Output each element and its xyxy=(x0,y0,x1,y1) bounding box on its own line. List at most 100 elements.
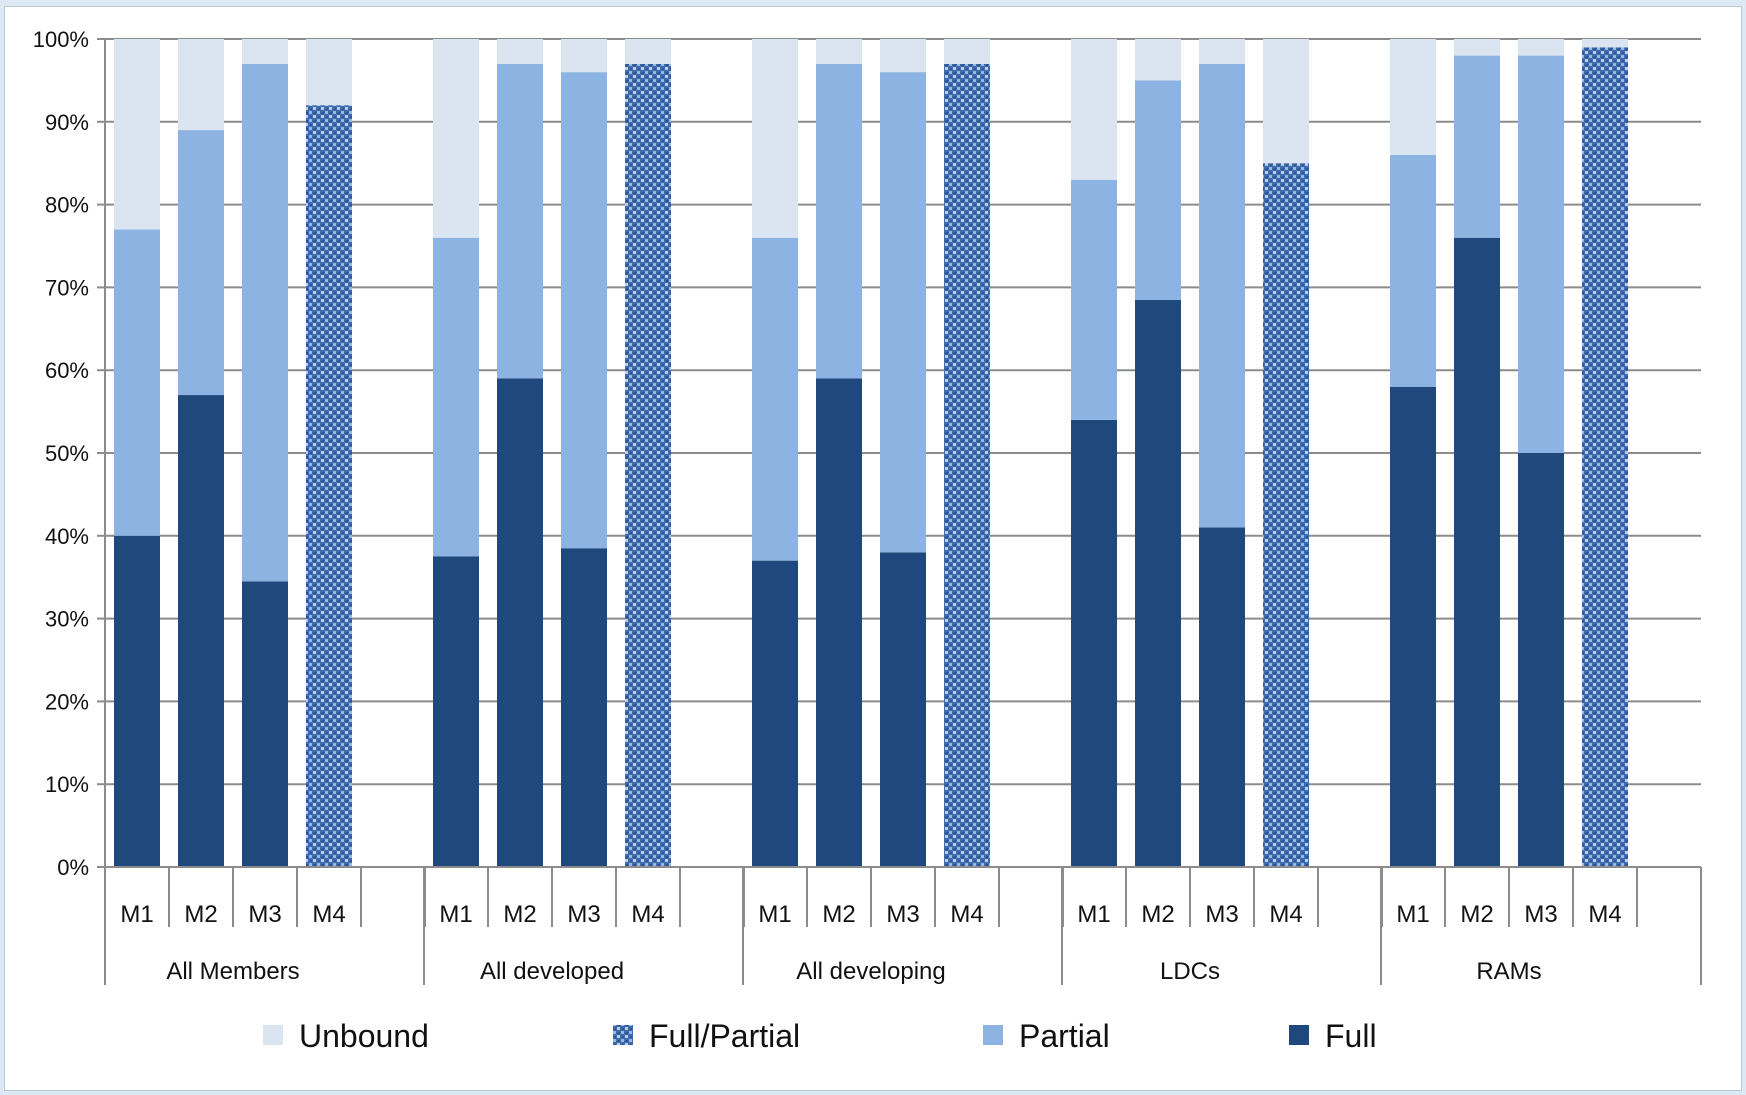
bar-segment-full xyxy=(1071,419,1117,867)
bar-segment-unbound xyxy=(1199,39,1245,64)
category-label: M2 xyxy=(822,901,855,928)
bar-segment-full xyxy=(1518,453,1564,867)
bar-segment-full xyxy=(561,548,607,867)
bar-segment-partial xyxy=(880,72,926,553)
category-label: M4 xyxy=(631,901,664,928)
bar-segment-partial xyxy=(1454,55,1500,238)
category-label: M1 xyxy=(758,901,791,928)
bar-segment-full xyxy=(1135,299,1181,867)
bar-segment-unbound xyxy=(1582,39,1628,48)
legend-swatch-partial xyxy=(983,1025,1003,1045)
bar-segment-unbound xyxy=(561,39,607,73)
category-label: M4 xyxy=(312,901,345,928)
legend-swatch-full xyxy=(1289,1025,1309,1045)
bar-segment-full-partial xyxy=(1263,163,1309,867)
category-label: M2 xyxy=(1141,901,1174,928)
category-label: M2 xyxy=(184,901,217,928)
bar-segment-partial xyxy=(816,63,862,379)
y-tick-label: 30% xyxy=(45,607,89,632)
bar-segment-partial xyxy=(114,229,160,536)
y-tick-label: 40% xyxy=(45,524,89,549)
y-tick-label: 10% xyxy=(45,772,89,797)
category-label: M3 xyxy=(886,901,919,928)
legend-swatch-full-partial xyxy=(613,1025,633,1045)
y-tick-label: 100% xyxy=(33,27,89,52)
category-label: M2 xyxy=(1460,901,1493,928)
bar-segment-partial xyxy=(1518,55,1564,454)
bar-segment-full xyxy=(1454,237,1500,868)
bar-segment-unbound xyxy=(1071,39,1117,180)
bar-segment-unbound xyxy=(1135,39,1181,81)
bar-segment-unbound xyxy=(306,39,352,106)
bar-segment-partial xyxy=(561,72,607,549)
y-tick-label: 90% xyxy=(45,110,89,135)
bar-segment-full xyxy=(1199,527,1245,867)
bar-segment-full-partial xyxy=(306,105,352,868)
category-label: M1 xyxy=(1077,901,1110,928)
bar-segment-full xyxy=(178,395,224,867)
legend-label: Unbound xyxy=(299,1018,429,1054)
bar-segment-partial xyxy=(178,130,224,396)
group-label: LDCs xyxy=(1160,958,1220,985)
chart-frame: 0% 10% 20% 30% 40% 50% 60% 70% 80% 90% 100% M1 M2 M3 M… xyxy=(4,6,1742,1091)
bar-segment-unbound xyxy=(944,39,990,64)
bar-segment-unbound xyxy=(242,39,288,64)
group-label: RAMs xyxy=(1476,958,1541,985)
bar-segment-unbound xyxy=(497,39,543,64)
category-label: M4 xyxy=(950,901,983,928)
bar-segment-unbound xyxy=(433,39,479,238)
bar-segment-partial xyxy=(1071,179,1117,420)
bar-segment-unbound xyxy=(1454,39,1500,56)
y-tick-label: 70% xyxy=(45,275,89,300)
bar-segment-full-partial xyxy=(625,63,671,867)
category-label: M1 xyxy=(439,901,472,928)
category-label: M4 xyxy=(1269,901,1302,928)
bar-segment-full xyxy=(816,378,862,867)
bar-segment-full xyxy=(880,552,926,867)
y-tick-label: 20% xyxy=(45,689,89,714)
bar-segment-unbound xyxy=(880,39,926,73)
bars xyxy=(114,39,1628,868)
bar-segment-full xyxy=(114,535,160,867)
legend-label: Partial xyxy=(1019,1018,1110,1054)
bar-segment-full xyxy=(752,560,798,867)
category-label: M1 xyxy=(120,901,153,928)
bar-segment-unbound xyxy=(625,39,671,64)
bar-segment-full xyxy=(433,556,479,867)
y-tick-label: 50% xyxy=(45,441,89,466)
category-label: M1 xyxy=(1396,901,1429,928)
category-label: M3 xyxy=(1524,901,1557,928)
category-label: M3 xyxy=(567,901,600,928)
bar-segment-partial xyxy=(1199,63,1245,528)
legend-swatch-unbound xyxy=(263,1025,283,1045)
bar-segment-full xyxy=(497,378,543,867)
legend: Unbound Full/Partial Partial Full xyxy=(263,1018,1377,1054)
bar-segment-unbound xyxy=(1518,39,1564,56)
bar-segment-partial xyxy=(1135,80,1181,300)
y-tick-label: 80% xyxy=(45,193,89,218)
y-tick-label: 0% xyxy=(57,855,89,880)
axes: 0% 10% 20% 30% 40% 50% 60% 70% 80% 90% 100% M1 M2 M3 M… xyxy=(33,27,1702,985)
legend-label: Full/Partial xyxy=(649,1018,800,1054)
bar-segment-partial xyxy=(497,63,543,379)
stacked-bar-chart: 0% 10% 20% 30% 40% 50% 60% 70% 80% 90% 100% M1 M2 M3 M… xyxy=(33,27,1702,1054)
category-label: M4 xyxy=(1588,901,1621,928)
bar-segment-partial xyxy=(242,63,288,582)
bar-segment-full xyxy=(242,581,288,867)
bar-segment-full xyxy=(1390,386,1436,867)
category-label: M3 xyxy=(248,901,281,928)
bar-segment-partial xyxy=(1390,154,1436,387)
bar-segment-unbound xyxy=(1263,39,1309,164)
legend-label: Full xyxy=(1325,1018,1377,1054)
bar-segment-full-partial xyxy=(1582,47,1628,867)
bar-segment-unbound xyxy=(178,39,224,131)
bar-segment-unbound xyxy=(1390,39,1436,155)
bar-segment-partial xyxy=(433,237,479,557)
bar-segment-partial xyxy=(752,237,798,561)
y-tick-label: 60% xyxy=(45,358,89,383)
category-label: M3 xyxy=(1205,901,1238,928)
bar-segment-unbound xyxy=(114,39,160,230)
bar-segment-unbound xyxy=(752,39,798,238)
group-label: All developing xyxy=(796,958,945,985)
group-label: All developed xyxy=(480,958,624,985)
